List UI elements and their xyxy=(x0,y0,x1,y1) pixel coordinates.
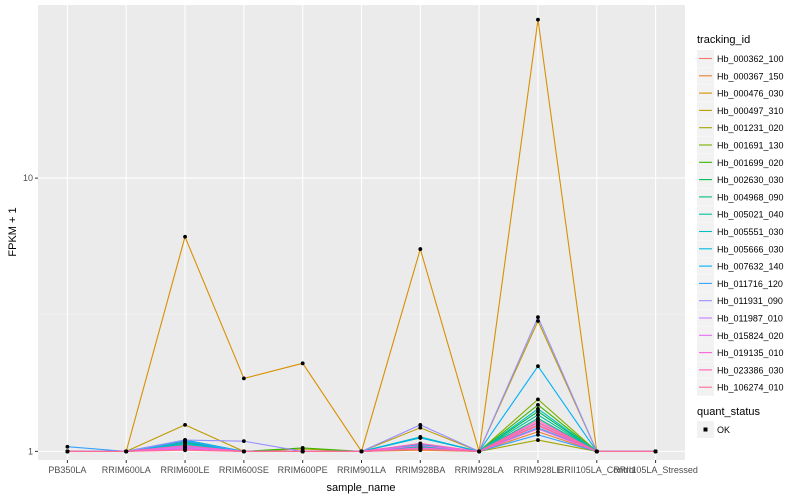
data-point xyxy=(65,449,70,454)
data-point xyxy=(418,436,423,440)
x-tick-label: RRIM901LA xyxy=(337,465,386,475)
legend2-swatch xyxy=(703,427,708,432)
legend-label: Hb_005666_030 xyxy=(717,244,784,254)
data-point xyxy=(536,364,540,369)
data-point xyxy=(536,319,540,323)
data-point xyxy=(418,247,423,251)
x-tick-label: RRIM928LE xyxy=(513,465,562,475)
legend: tracking_id Hb_000362_100Hb_000367_150Hb… xyxy=(697,34,784,438)
data-point xyxy=(359,449,364,454)
data-point xyxy=(536,407,540,411)
data-point xyxy=(241,439,246,444)
data-point xyxy=(536,412,540,417)
data-point xyxy=(418,447,423,451)
data-point xyxy=(183,448,187,453)
series-points xyxy=(65,17,658,454)
y-axis-ticks: 1 10 xyxy=(23,173,38,456)
legend2-label: OK xyxy=(717,425,730,435)
data-point xyxy=(536,397,540,402)
data-point xyxy=(536,426,540,431)
data-point xyxy=(124,449,129,454)
data-point xyxy=(536,402,540,407)
legend-label: Hb_002630_030 xyxy=(717,175,784,185)
data-point xyxy=(418,423,423,427)
data-point xyxy=(594,449,599,454)
data-point xyxy=(300,445,305,450)
x-tick-label: RRIM928BA xyxy=(395,465,445,475)
legend-label: Hb_015824_020 xyxy=(717,331,784,341)
data-point xyxy=(183,423,187,427)
legend-label: Hb_000476_030 xyxy=(717,89,784,99)
legend-label: Hb_007632_140 xyxy=(717,262,784,272)
y-tick-label: 1 xyxy=(28,446,33,456)
data-point xyxy=(536,429,540,434)
data-point xyxy=(536,17,540,22)
x-axis-title: sample_name xyxy=(326,482,395,494)
legend-label: Hb_001699_020 xyxy=(717,158,784,168)
data-point xyxy=(418,441,423,446)
legend2-items: OK xyxy=(697,421,730,438)
y-axis-title: FPKM + 1 xyxy=(7,207,19,256)
x-axis-ticks: PB350LA RRIM600LA RRIM600LE RRIM600SE RRIM60… xyxy=(48,460,698,475)
data-point xyxy=(536,420,540,424)
legend-label: Hb_000497_310 xyxy=(717,106,784,116)
legend-label: Hb_001231_020 xyxy=(717,123,784,133)
legend2-title: quant_status xyxy=(697,406,760,418)
data-point xyxy=(241,376,246,381)
data-point xyxy=(536,315,540,320)
x-tick-label: RRIM928LA xyxy=(455,465,504,475)
x-tick-label: RRII105LA_Control xyxy=(558,465,636,475)
legend-label: Hb_005021_040 xyxy=(717,210,784,220)
legend-label: Hb_011987_010 xyxy=(717,314,783,324)
data-point xyxy=(183,443,187,448)
data-point xyxy=(300,361,305,366)
legend-label: Hb_011931_090 xyxy=(717,296,783,306)
legend-label: Hb_011716_120 xyxy=(717,279,783,289)
data-point xyxy=(536,432,540,437)
legend-label: Hb_106274_010 xyxy=(717,383,784,393)
data-point xyxy=(65,444,70,449)
data-point xyxy=(300,449,305,454)
data-point xyxy=(183,234,187,239)
x-tick-label: RRII105LA_Stressed xyxy=(613,465,698,475)
data-point xyxy=(418,425,423,430)
data-point xyxy=(653,449,658,454)
y-tick-label: 10 xyxy=(23,173,33,183)
data-point xyxy=(477,449,482,454)
legend-label: Hb_019135_010 xyxy=(717,348,784,358)
legend-label: Hb_001691_130 xyxy=(717,141,784,151)
legend-items: Hb_000362_100 Hb_000367_150 Hb_000476_030 H… xyxy=(697,50,784,396)
x-tick-label: RRIM600PE xyxy=(278,465,328,475)
data-point xyxy=(536,423,540,428)
legend-label: Hb_000367_150 xyxy=(717,71,784,81)
x-tick-label: RRIM600LA xyxy=(102,465,151,475)
x-tick-label: PB350LA xyxy=(48,465,86,475)
data-point xyxy=(183,438,187,442)
x-tick-label: RRIM600LE xyxy=(161,465,210,475)
data-point xyxy=(241,449,246,454)
x-tick-label: RRIM600SE xyxy=(219,465,269,475)
legend-title: tracking_id xyxy=(697,34,750,46)
legend-label: Hb_000362_100 xyxy=(717,54,784,64)
data-point xyxy=(536,438,540,442)
legend-label: Hb_004968_090 xyxy=(717,192,784,202)
legend-label: Hb_005551_030 xyxy=(717,227,784,237)
legend-label: Hb_023386_030 xyxy=(717,365,784,375)
